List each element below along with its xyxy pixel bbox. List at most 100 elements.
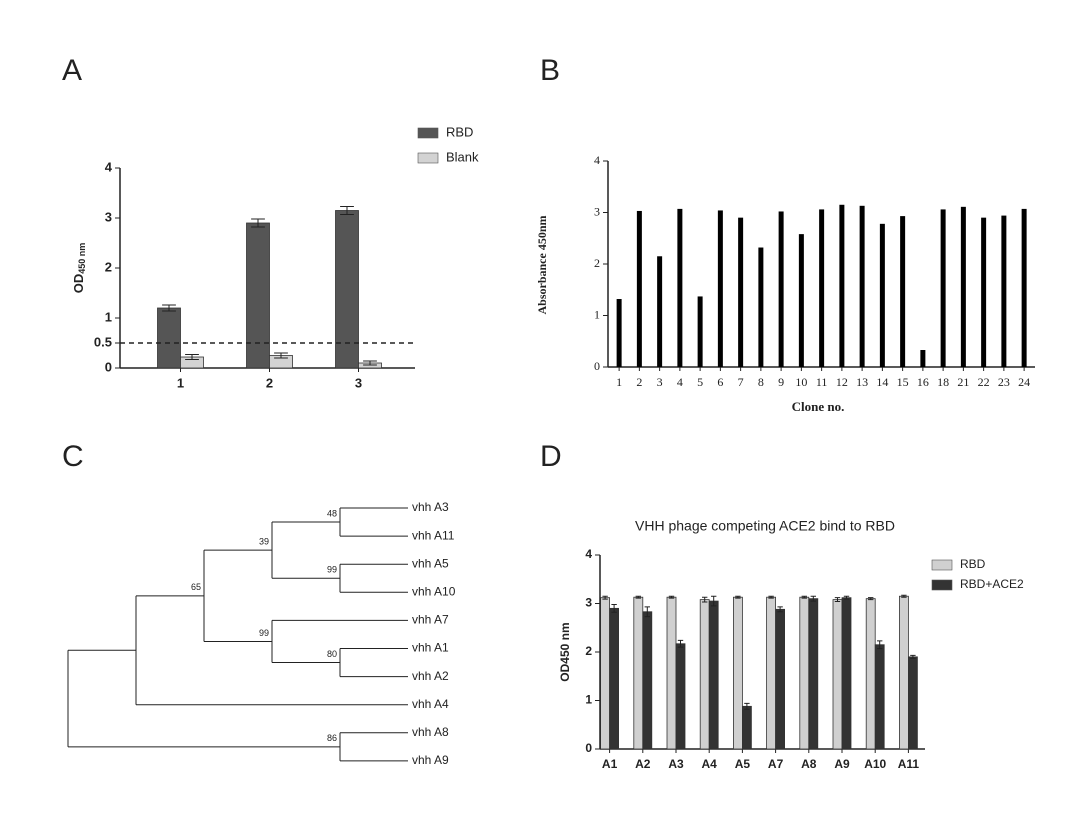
x-tick-label: 7 xyxy=(738,375,744,389)
x-tick-label: 21 xyxy=(957,375,969,389)
error-bar xyxy=(901,594,907,598)
error-bar xyxy=(251,218,265,228)
x-tick-label: A7 xyxy=(768,757,784,771)
leaf-label: vhh A3 xyxy=(412,500,449,514)
panel-letter: A xyxy=(62,54,82,87)
x-tick-label: 23 xyxy=(998,375,1010,389)
support-label: 65 xyxy=(191,582,201,592)
error-bar xyxy=(735,595,741,599)
bar xyxy=(940,209,946,367)
x-tick-label: A9 xyxy=(834,757,850,771)
x-tick-label: 12 xyxy=(836,375,848,389)
x-tick-label: 8 xyxy=(758,375,764,389)
bar xyxy=(246,222,270,369)
y-axis-label-subscript: 450 nm xyxy=(77,243,87,274)
chart-title: VHH phage competing ACE2 bind to RBD xyxy=(635,518,895,534)
bar xyxy=(799,596,810,750)
bar xyxy=(738,217,744,367)
y-tick-label: 4 xyxy=(105,159,113,174)
x-tick-label: A2 xyxy=(635,757,651,771)
error-bar xyxy=(744,702,750,710)
x-tick-label: 24 xyxy=(1018,375,1030,389)
y-axis-label: OD450 nm xyxy=(558,622,572,681)
bar xyxy=(157,307,181,369)
leaf-label: vhh A5 xyxy=(412,556,449,570)
bar xyxy=(717,210,723,367)
bar xyxy=(636,210,642,367)
legend-swatch xyxy=(417,152,439,164)
legend-label: RBD+ACE2 xyxy=(960,577,1024,591)
support-label: 39 xyxy=(259,537,269,547)
x-tick-label: 16 xyxy=(917,375,929,389)
bar xyxy=(899,595,909,750)
x-tick-label: 14 xyxy=(876,375,888,389)
bar xyxy=(908,656,918,750)
bar xyxy=(742,705,752,750)
x-tick-label: A1 xyxy=(602,757,618,771)
y-tick-label: 3 xyxy=(105,209,112,224)
y-axis-label: Absorbance 450nm xyxy=(535,215,549,314)
bar xyxy=(657,256,663,367)
x-tick-label: 2 xyxy=(266,375,273,390)
error-bar xyxy=(363,360,377,366)
x-tick-label: 1 xyxy=(616,375,622,389)
bar xyxy=(900,216,906,367)
error-bar xyxy=(834,597,841,603)
bar xyxy=(609,607,619,750)
error-bar xyxy=(185,354,199,360)
bar xyxy=(642,611,653,750)
error-bar xyxy=(868,597,874,601)
x-tick-label: 18 xyxy=(937,375,949,389)
y-tick-label: 1 xyxy=(585,693,592,707)
x-tick-label: A5 xyxy=(735,757,751,771)
support-label: 48 xyxy=(327,508,337,518)
support-label: 80 xyxy=(327,649,337,659)
error-bar xyxy=(677,639,684,648)
x-tick-label: 3 xyxy=(657,375,663,389)
bar xyxy=(697,296,703,367)
error-bar xyxy=(602,595,608,600)
leaf-label: vhh A9 xyxy=(412,753,449,767)
x-axis-label: Clone no. xyxy=(792,399,845,414)
y-axis-label-main: OD xyxy=(71,274,86,294)
bar xyxy=(1021,208,1027,367)
error-bar xyxy=(877,640,883,650)
x-tick-label: 2 xyxy=(636,375,642,389)
x-tick-label: 11 xyxy=(816,375,828,389)
x-tick-label: A3 xyxy=(668,757,684,771)
bar xyxy=(960,206,966,367)
bar xyxy=(874,644,885,750)
x-tick-label: A8 xyxy=(801,757,817,771)
error-bar xyxy=(611,603,617,613)
error-bar xyxy=(162,304,176,312)
bar xyxy=(778,211,784,367)
y-tick-label: 1 xyxy=(594,307,600,321)
leaf-label: vhh A4 xyxy=(412,697,449,711)
x-tick-label: 5 xyxy=(697,375,703,389)
bar xyxy=(920,350,926,367)
bar xyxy=(733,596,743,750)
leaf-label: vhh A8 xyxy=(412,725,449,739)
bar xyxy=(775,608,785,750)
legend-swatch xyxy=(417,127,439,139)
x-tick-label: 15 xyxy=(897,375,909,389)
error-bar xyxy=(635,595,641,599)
x-tick-label: 3 xyxy=(355,375,362,390)
bar xyxy=(832,599,843,750)
bar xyxy=(708,600,719,750)
bar xyxy=(865,598,876,750)
bar xyxy=(677,208,683,367)
y-tick-label: 0 xyxy=(105,359,112,374)
panel-c: vhh A3 vhh A11 48 vhh A5 vhh A10 99 39 vhh A7 vh… xyxy=(67,500,456,767)
x-tick-label: 4 xyxy=(677,375,683,389)
leaf-label: vhh A1 xyxy=(412,641,449,655)
y-tick-label: 3 xyxy=(585,596,592,610)
bar xyxy=(879,223,885,367)
bar xyxy=(839,204,845,367)
support-label: 99 xyxy=(327,565,337,575)
legend-swatch xyxy=(931,559,953,571)
y-tick-label: 4 xyxy=(585,547,592,561)
support-label: 86 xyxy=(327,733,337,743)
panel-a: 0 0.5 1 2 3 4 1 2 3 OD450 nm RBD Blank xyxy=(71,124,479,390)
